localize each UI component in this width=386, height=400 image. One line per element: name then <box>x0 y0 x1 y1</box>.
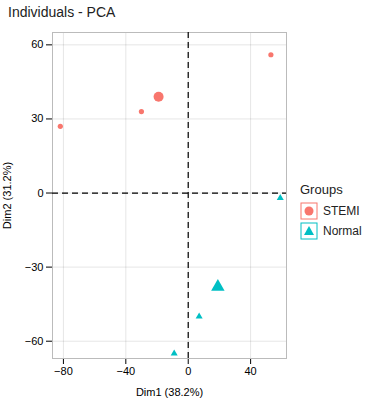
svg-text:−60: −60 <box>25 335 44 347</box>
svg-text:60: 60 <box>31 38 43 50</box>
svg-text:−40: −40 <box>116 365 135 377</box>
svg-text:0: 0 <box>185 365 191 377</box>
html-text:Individuals - PCA: Individuals - PCA <box>8 4 116 20</box>
svg-text:30: 30 <box>31 112 43 124</box>
svg-text:−80: −80 <box>54 365 73 377</box>
svg-text:40: 40 <box>244 365 256 377</box>
svg-text:Dim2 (31.2%): Dim2 (31.2%) <box>1 162 13 229</box>
html-text:Groups: Groups <box>300 181 343 197</box>
svg-text:Dim1 (38.2%): Dim1 (38.2%) <box>136 386 203 398</box>
svg-text:−30: −30 <box>25 261 44 273</box>
html-text:STEMI: STEMI <box>323 203 360 218</box>
html-text:Normal: Normal <box>323 223 362 238</box>
svg-text:0: 0 <box>37 187 43 199</box>
